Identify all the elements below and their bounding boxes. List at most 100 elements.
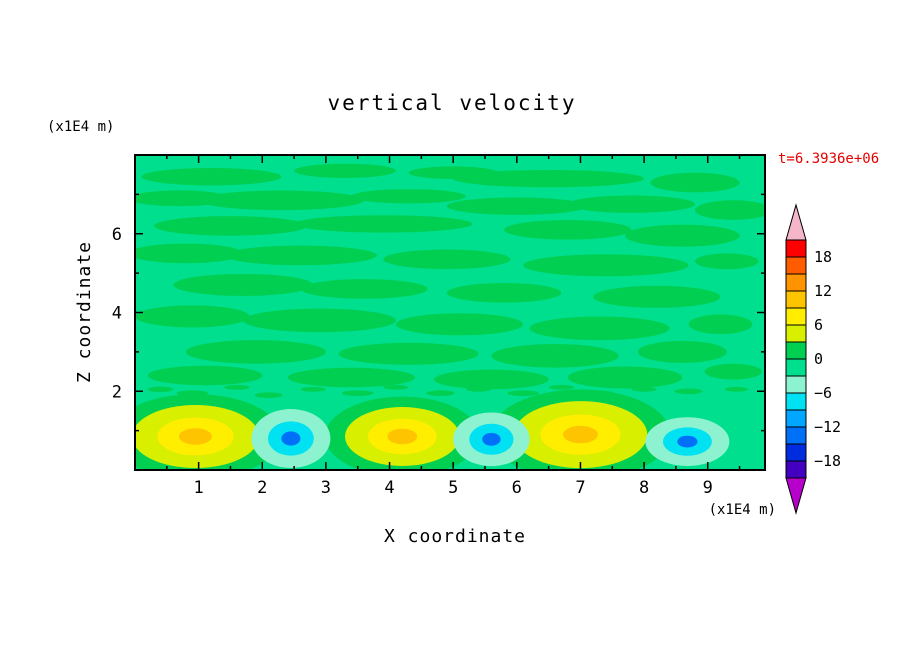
contour-patch bbox=[198, 190, 365, 211]
colorbar-band bbox=[785, 392, 807, 411]
contour-patch bbox=[695, 253, 759, 270]
contour-patch bbox=[567, 366, 683, 389]
contour-patch bbox=[287, 367, 415, 388]
x-tick-label: 9 bbox=[703, 478, 713, 498]
contour-patch bbox=[300, 386, 326, 392]
contour-patch bbox=[625, 224, 740, 247]
contour-patch bbox=[637, 340, 727, 363]
contour-patch bbox=[426, 390, 455, 397]
x-tick-label: 8 bbox=[639, 478, 649, 498]
contour-patch bbox=[243, 308, 396, 333]
contour-patch bbox=[341, 390, 374, 397]
contour-patch bbox=[507, 390, 540, 397]
updraft-contour bbox=[387, 428, 418, 445]
updraft-contour bbox=[563, 425, 598, 444]
x-tick-label: 4 bbox=[384, 478, 394, 498]
contour-patch bbox=[294, 163, 396, 178]
contour-patch bbox=[724, 386, 748, 392]
x-tick-label: 7 bbox=[575, 478, 585, 498]
colorbar: 18 12 6 0 −6 −12 −18 bbox=[785, 203, 841, 515]
colorbar-tick-label: 18 bbox=[814, 248, 832, 266]
contour-patch bbox=[593, 285, 721, 308]
y-tick-label: 4 bbox=[112, 304, 122, 324]
contour-patch bbox=[135, 305, 250, 328]
y-tick-label: 6 bbox=[112, 225, 122, 245]
colorbar-tick-label: 6 bbox=[814, 316, 823, 334]
contour-patch bbox=[224, 245, 377, 266]
contour-patch bbox=[294, 215, 473, 233]
x-tick-label: 6 bbox=[512, 478, 522, 498]
downdraft-contour bbox=[281, 431, 301, 446]
colorbar-band bbox=[785, 273, 807, 292]
contour-field bbox=[135, 155, 765, 470]
contour-patch bbox=[173, 273, 314, 296]
contour-patch bbox=[695, 200, 765, 220]
colorbar-band bbox=[785, 307, 807, 326]
contour-patch bbox=[704, 363, 762, 380]
y-tick-label: 2 bbox=[112, 382, 122, 402]
contour-patch bbox=[154, 216, 307, 236]
contour-patch bbox=[383, 384, 409, 390]
plot-title: vertical velocity bbox=[328, 91, 577, 115]
y-axis-unit-label: (x1E4 m) bbox=[47, 119, 114, 135]
colorbar-tick-label: −12 bbox=[814, 418, 841, 436]
time-annotation: t=6.3936e+06 bbox=[778, 151, 879, 167]
x-tick-label: 3 bbox=[321, 478, 331, 498]
contour-patch bbox=[548, 384, 575, 390]
x-axis-title: X coordinate bbox=[384, 526, 526, 547]
colorbar-band bbox=[785, 341, 807, 360]
contour-patch bbox=[147, 386, 174, 393]
contour-patch bbox=[185, 340, 326, 364]
contour-patch bbox=[395, 313, 524, 336]
colorbar-band bbox=[785, 460, 807, 479]
contour-patch bbox=[688, 314, 753, 335]
contour-patch bbox=[631, 386, 657, 392]
contour-patch bbox=[529, 316, 670, 341]
y-axis-title: Z coordinate bbox=[74, 241, 95, 383]
contour-patch bbox=[650, 172, 740, 193]
colorbar-band bbox=[785, 443, 807, 462]
x-axis-unit-label: (x1E4 m) bbox=[709, 502, 776, 518]
contour-patch bbox=[446, 283, 562, 303]
x-tick-label: 2 bbox=[257, 478, 267, 498]
colorbar-band bbox=[785, 426, 807, 445]
axis-ticks bbox=[135, 155, 765, 470]
contour-patch bbox=[338, 342, 479, 365]
contour-patch bbox=[141, 168, 282, 186]
colorbar-band bbox=[785, 290, 807, 309]
colorbar-band bbox=[785, 409, 807, 428]
colorbar-over-arrow bbox=[785, 203, 807, 241]
colorbar-band bbox=[785, 239, 807, 258]
colorbar-tick-label: −18 bbox=[814, 452, 841, 470]
x-tick-label: 1 bbox=[193, 478, 203, 498]
colorbar-tick-label: 0 bbox=[814, 350, 823, 368]
colorbar-band bbox=[785, 256, 807, 275]
colorbar-tick-label: −6 bbox=[814, 384, 832, 402]
updraft-contour bbox=[179, 428, 212, 445]
x-tick-label: 5 bbox=[448, 478, 458, 498]
contour-patch bbox=[465, 386, 492, 392]
colorbar-band bbox=[785, 358, 807, 377]
contour-patch bbox=[523, 254, 689, 277]
contour-patch bbox=[224, 384, 250, 390]
contour-patch bbox=[453, 169, 645, 188]
contour-patch bbox=[567, 195, 696, 213]
contour-patch bbox=[383, 249, 511, 270]
contour-patch bbox=[351, 189, 466, 204]
colorbar-tick-label: 12 bbox=[814, 282, 832, 300]
contour-patch bbox=[300, 279, 428, 299]
downdraft-contour bbox=[677, 435, 698, 448]
contour-patch bbox=[254, 392, 283, 399]
downdraft-contour bbox=[482, 432, 501, 446]
contour-patch bbox=[135, 243, 244, 264]
contour-patch bbox=[446, 197, 587, 215]
contour-patch bbox=[504, 220, 632, 240]
contour-patch bbox=[147, 365, 263, 386]
colorbar-band bbox=[785, 324, 807, 343]
colorbar-band bbox=[785, 375, 807, 394]
colorbar-under-arrow bbox=[785, 477, 807, 515]
contour-patch bbox=[674, 388, 703, 395]
